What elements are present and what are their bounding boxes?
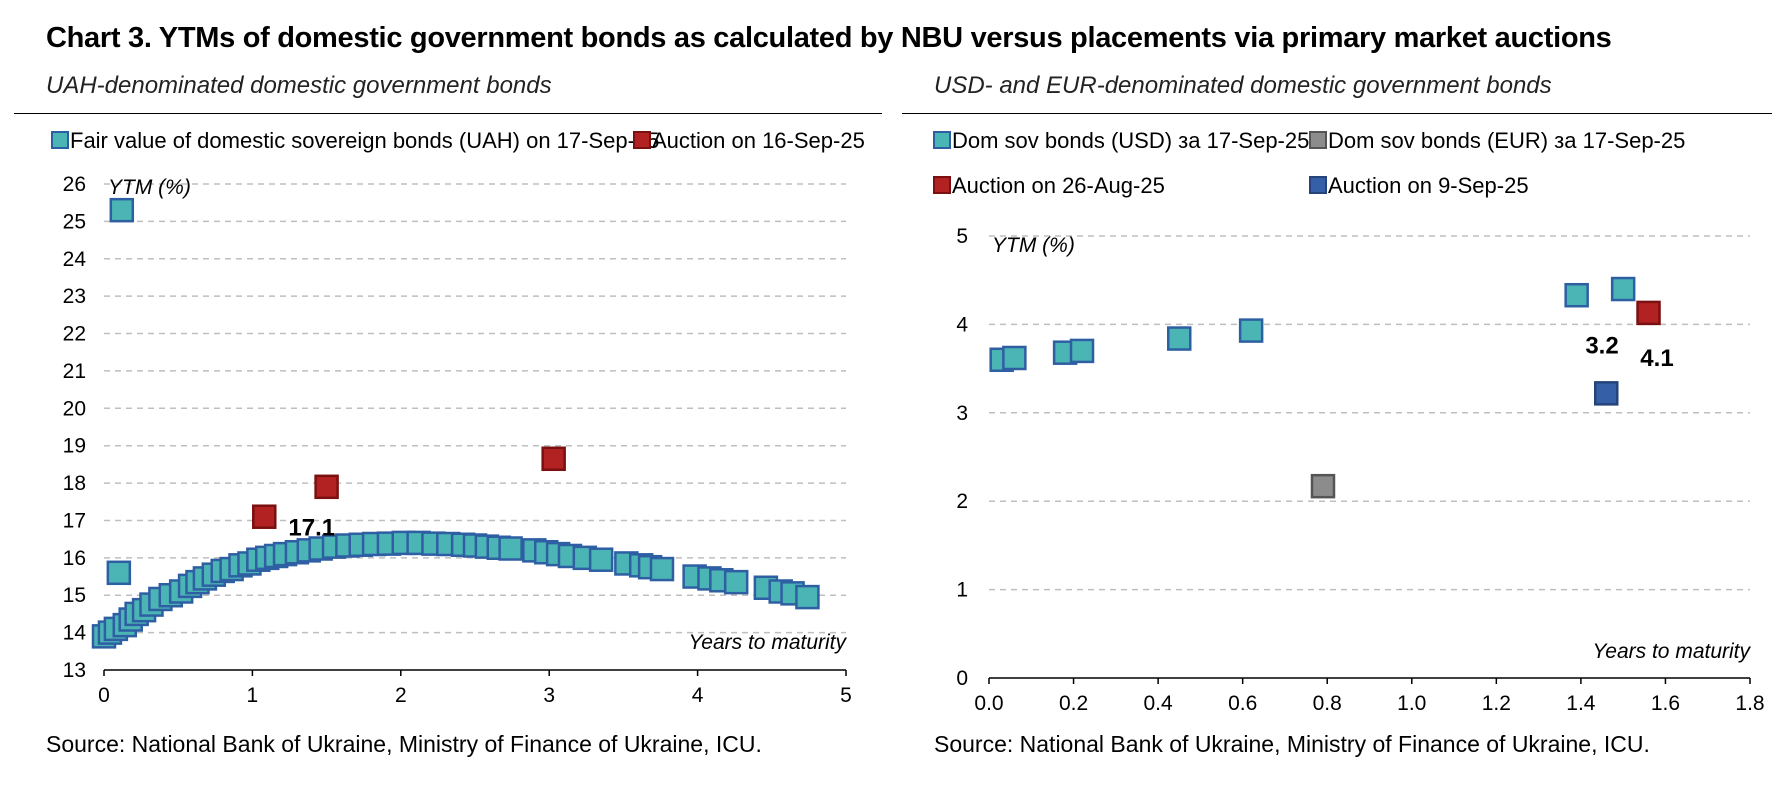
data-point xyxy=(588,547,614,572)
legend-label: Dom sov bonds (USD) за 17-Sep-25 xyxy=(952,128,1309,153)
data-point xyxy=(498,536,523,561)
x-tick-label: 0.8 xyxy=(1313,692,1342,715)
data-point xyxy=(1238,318,1264,343)
x-tick-label: 1.4 xyxy=(1566,692,1596,715)
x-tick-label: 1.6 xyxy=(1651,692,1680,715)
left-source-note: Source: National Bank of Ukraine, Minist… xyxy=(46,731,762,757)
legend-marker xyxy=(933,176,951,194)
legend-marker xyxy=(51,131,69,149)
legend-marker xyxy=(1309,131,1327,149)
y-tick-label: 3 xyxy=(956,402,968,425)
data-point xyxy=(649,556,675,582)
y-axis-title: YTM (%) xyxy=(108,176,191,199)
x-tick-label: 0.2 xyxy=(1059,692,1088,715)
x-tick-label: 4 xyxy=(692,684,704,707)
legend-label: Fair value of domestic sovereign bonds (… xyxy=(70,128,659,153)
y-tick-label: 24 xyxy=(63,248,87,271)
y-axis-title: YTM (%) xyxy=(992,234,1075,257)
x-tick-label: 3 xyxy=(543,684,555,707)
y-tick-label: 20 xyxy=(63,397,86,420)
data-point xyxy=(252,504,277,529)
x-tick-label: 0 xyxy=(98,684,110,707)
data-label: 4.1 xyxy=(1640,345,1673,372)
y-tick-label: 21 xyxy=(63,360,86,383)
x-tick-label: 0.4 xyxy=(1144,692,1174,715)
y-tick-label: 23 xyxy=(63,285,86,308)
left-panel-subtitle: UAH-denominated domestic government bond… xyxy=(46,72,552,99)
right-chart: 0 1 2 3 4 5 0.0 0.2 0.4 0.6 0.8 1.0 1.2 1.4 1.6 1.8 YTM … xyxy=(933,128,1765,715)
y-tick-label: 0 xyxy=(956,667,968,690)
y-tick-label: 19 xyxy=(63,435,86,458)
data-label: 17.1 xyxy=(288,514,335,541)
data-point xyxy=(541,446,566,472)
x-tick-label: 1.0 xyxy=(1397,692,1426,715)
x-axis-title: Years to maturity xyxy=(1592,640,1751,663)
data-point xyxy=(795,584,820,610)
right-panel-subtitle: USD- and EUR-denominated domestic govern… xyxy=(934,72,1552,99)
legend-label: Dom sov bonds (EUR) за 17-Sep-25 xyxy=(1328,128,1685,153)
data-point xyxy=(1310,473,1336,499)
x-axis-title: Years to maturity xyxy=(688,631,847,654)
left-panel-rule xyxy=(14,113,882,114)
y-tick-label: 25 xyxy=(63,210,86,233)
y-tick-label: 5 xyxy=(956,225,968,248)
data-point xyxy=(314,474,339,500)
data-point xyxy=(1002,345,1027,371)
x-tick-label: 0.6 xyxy=(1228,692,1257,715)
data-point xyxy=(109,197,135,223)
y-tick-label: 22 xyxy=(63,323,86,346)
legend-label: Auction on 26-Aug-25 xyxy=(952,173,1165,198)
chart-title: Chart 3. YTMs of domestic government bon… xyxy=(46,22,1612,54)
data-point xyxy=(1069,338,1095,364)
data-point xyxy=(1636,300,1661,326)
y-tick-label: 17 xyxy=(63,509,86,532)
legend-label: Auction on 16-Sep-25 xyxy=(652,128,865,153)
data-point xyxy=(106,560,132,586)
x-tick-label: 1.8 xyxy=(1735,692,1764,715)
y-tick-label: 26 xyxy=(63,173,86,196)
data-point xyxy=(1594,381,1619,406)
legend-marker xyxy=(1309,176,1327,194)
right-panel-rule xyxy=(902,113,1772,114)
right-source-note: Source: National Bank of Ukraine, Minist… xyxy=(934,731,1650,757)
y-tick-label: 16 xyxy=(63,547,86,570)
x-tick-label: 5 xyxy=(840,684,852,707)
data-point xyxy=(1564,282,1589,308)
data-label: 3.2 xyxy=(1585,333,1618,360)
y-tick-label: 14 xyxy=(63,622,87,645)
y-tick-label: 4 xyxy=(956,313,968,336)
y-tick-label: 18 xyxy=(63,472,86,495)
legend-label: Auction on 9-Sep-25 xyxy=(1328,173,1529,198)
legend-marker xyxy=(633,131,651,149)
y-tick-label: 1 xyxy=(956,579,968,602)
x-tick-label: 1 xyxy=(247,684,259,707)
legend-marker xyxy=(933,131,951,149)
data-point xyxy=(1610,276,1636,302)
y-tick-label: 2 xyxy=(956,490,968,513)
data-point xyxy=(1167,326,1192,351)
x-tick-label: 1.2 xyxy=(1482,692,1511,715)
y-tick-label: 15 xyxy=(63,584,86,607)
x-tick-label: 2 xyxy=(395,684,407,707)
x-tick-label: 0.0 xyxy=(974,692,1003,715)
y-tick-label: 13 xyxy=(63,659,86,682)
data-point xyxy=(723,569,749,595)
